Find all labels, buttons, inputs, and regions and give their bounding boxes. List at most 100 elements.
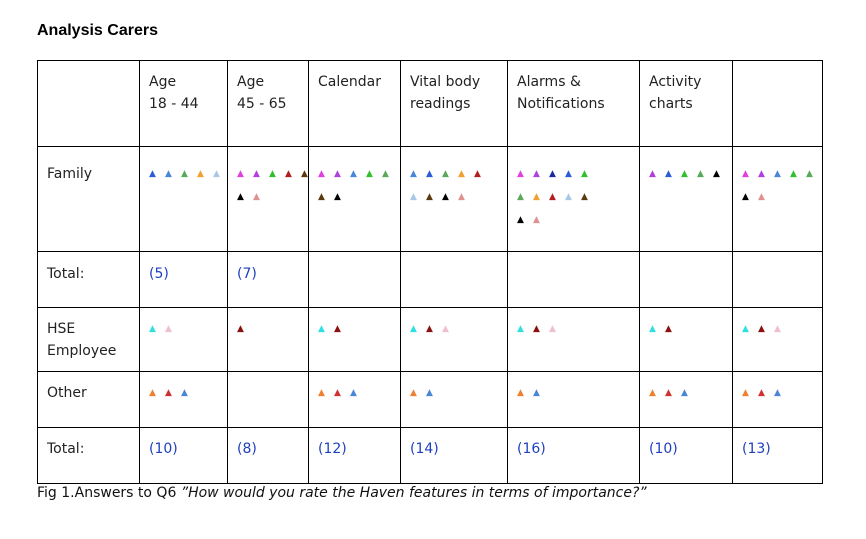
triangle-marker-icon: ▲ bbox=[665, 388, 672, 398]
response-cell: ▲ ▲ ▲ ▲ ▲ ▲ ▲ bbox=[732, 146, 823, 252]
count-cell: (14) bbox=[400, 427, 508, 484]
row-label: Total: bbox=[37, 427, 140, 484]
triangle-marker-icon: ▲ bbox=[253, 192, 260, 202]
triangle-marker-icon: ▲ bbox=[253, 169, 260, 179]
caption-question: ”How would you rate the Haven features i… bbox=[180, 485, 647, 501]
response-cell: ▲ ▲ ▲ bbox=[507, 307, 640, 372]
triangle-marker-icon: ▲ bbox=[665, 324, 672, 334]
triangle-marker-icon: ▲ bbox=[758, 324, 765, 334]
triangle-marker-icon: ▲ bbox=[681, 388, 688, 398]
triangle-marker-icon: ▲ bbox=[565, 192, 572, 202]
triangle-group: ▲ ▲ ▲ ▲ ▲ ▲ ▲ bbox=[318, 163, 400, 208]
response-cell: ▲ ▲ ▲ ▲ ▲ ▲ ▲ ▲ ▲ bbox=[400, 146, 508, 252]
triangle-marker-icon: ▲ bbox=[533, 215, 540, 225]
triangle-marker-icon: ▲ bbox=[517, 388, 524, 398]
triangle-marker-icon: ▲ bbox=[181, 169, 188, 179]
response-cell: ▲ ▲ bbox=[507, 371, 640, 428]
triangle-marker-icon: ▲ bbox=[410, 324, 417, 334]
count-cell bbox=[507, 251, 640, 308]
table-row: Total: (10) (8) (12) (14) (16) (10) (13) bbox=[37, 427, 823, 484]
triangle-marker-icon: ▲ bbox=[533, 169, 540, 179]
triangle-marker-icon: ▲ bbox=[758, 388, 765, 398]
triangle-marker-icon: ▲ bbox=[350, 169, 357, 179]
triangle-marker-icon: ▲ bbox=[410, 388, 417, 398]
triangle-marker-icon: ▲ bbox=[774, 324, 781, 334]
triangle-marker-icon: ▲ bbox=[350, 388, 357, 398]
triangle-marker-icon: ▲ bbox=[334, 324, 341, 334]
triangle-marker-icon: ▲ bbox=[442, 169, 449, 179]
triangle-group: ▲ ▲ ▲ bbox=[149, 382, 231, 404]
triangle-marker-icon: ▲ bbox=[442, 192, 449, 202]
triangle-marker-icon: ▲ bbox=[806, 169, 813, 179]
count-value: (7) bbox=[237, 266, 257, 282]
triangle-marker-icon: ▲ bbox=[237, 324, 244, 334]
triangle-marker-icon: ▲ bbox=[426, 169, 433, 179]
triangle-group: ▲ ▲ ▲ bbox=[742, 318, 824, 340]
triangle-marker-icon: ▲ bbox=[665, 169, 672, 179]
triangle-group: ▲ ▲ bbox=[149, 318, 231, 340]
triangle-marker-icon: ▲ bbox=[549, 324, 556, 334]
triangle-marker-icon: ▲ bbox=[742, 388, 749, 398]
caption-prefix: Fig 1.Answers to Q6 bbox=[37, 485, 181, 501]
triangle-marker-icon: ▲ bbox=[517, 192, 524, 202]
triangle-group: ▲ ▲ ▲ ▲ ▲ bbox=[649, 163, 731, 185]
column-header-1: Age 45 - 65 bbox=[227, 60, 309, 147]
triangle-marker-icon: ▲ bbox=[549, 192, 556, 202]
response-cell: ▲ ▲ bbox=[400, 371, 508, 428]
row-label: HSE Employee bbox=[37, 307, 140, 372]
triangle-marker-icon: ▲ bbox=[774, 169, 781, 179]
triangle-marker-icon: ▲ bbox=[334, 169, 341, 179]
triangle-marker-icon: ▲ bbox=[426, 388, 433, 398]
figure-caption: Fig 1.Answers to Q6 ”How would you rate … bbox=[37, 485, 647, 501]
count-cell bbox=[639, 251, 733, 308]
triangle-marker-icon: ▲ bbox=[790, 169, 797, 179]
triangle-marker-icon: ▲ bbox=[713, 169, 720, 179]
triangle-marker-icon: ▲ bbox=[410, 192, 417, 202]
triangle-marker-icon: ▲ bbox=[517, 169, 524, 179]
column-header-6 bbox=[732, 60, 823, 147]
triangle-marker-icon: ▲ bbox=[269, 169, 276, 179]
table-row: Family ▲ ▲ ▲ ▲ ▲ ▲ ▲ ▲ ▲ ▲ ▲ ▲ ▲ ▲ ▲ ▲ ▲ ▲ ▲ ▲ ▲ ▲ ▲ ▲ ▲ ▲ ▲ ▲ ▲ ▲ ▲ ▲ ▲ ▲… bbox=[37, 146, 823, 252]
triangle-group: ▲ bbox=[237, 318, 319, 340]
response-cell: ▲ ▲ ▲ bbox=[732, 307, 824, 372]
column-header-5: Activity charts bbox=[639, 60, 733, 147]
triangle-marker-icon: ▲ bbox=[649, 169, 656, 179]
triangle-marker-icon: ▲ bbox=[165, 169, 172, 179]
count-cell bbox=[400, 251, 508, 308]
triangle-marker-icon: ▲ bbox=[165, 324, 172, 334]
triangle-marker-icon: ▲ bbox=[382, 169, 389, 179]
triangle-marker-icon: ▲ bbox=[301, 169, 308, 179]
response-cell: ▲ ▲ bbox=[639, 307, 733, 372]
triangle-marker-icon: ▲ bbox=[285, 169, 292, 179]
count-value: (8) bbox=[237, 441, 257, 457]
header-row: Age 18 - 44 Age 45 - 65 Calendar Vital body re… bbox=[37, 60, 823, 147]
triangle-marker-icon: ▲ bbox=[533, 324, 540, 334]
triangle-marker-icon: ▲ bbox=[197, 169, 204, 179]
triangle-marker-icon: ▲ bbox=[458, 192, 465, 202]
column-header-2: Calendar bbox=[308, 60, 401, 147]
triangle-marker-icon: ▲ bbox=[517, 215, 524, 225]
triangle-marker-icon: ▲ bbox=[165, 388, 172, 398]
row-label: Total: bbox=[37, 251, 140, 308]
count-value: (12) bbox=[318, 441, 347, 457]
triangle-marker-icon: ▲ bbox=[742, 192, 749, 202]
count-cell: (10) bbox=[139, 427, 228, 484]
table-row: Other ▲ ▲ ▲ ▲ ▲ ▲ ▲ ▲ ▲ ▲ ▲ ▲ ▲ ▲ ▲ ▲ bbox=[37, 371, 823, 428]
analysis-table: Age 18 - 44 Age 45 - 65 Calendar Vital body re… bbox=[37, 60, 823, 484]
column-header-0: Age 18 - 44 bbox=[139, 60, 228, 147]
triangle-marker-icon: ▲ bbox=[533, 192, 540, 202]
triangle-marker-icon: ▲ bbox=[442, 324, 449, 334]
response-cell: ▲ ▲ ▲ ▲ ▲ ▲ ▲ ▲ ▲ ▲ ▲ ▲ bbox=[507, 146, 640, 252]
triangle-marker-icon: ▲ bbox=[649, 324, 656, 334]
triangle-marker-icon: ▲ bbox=[758, 169, 765, 179]
triangle-marker-icon: ▲ bbox=[517, 324, 524, 334]
triangle-marker-icon: ▲ bbox=[581, 169, 588, 179]
response-cell bbox=[227, 371, 309, 428]
triangle-marker-icon: ▲ bbox=[758, 192, 765, 202]
triangle-marker-icon: ▲ bbox=[318, 388, 325, 398]
count-value: (10) bbox=[149, 441, 178, 457]
row-label: Other bbox=[37, 371, 140, 428]
triangle-group: ▲ ▲ ▲ bbox=[517, 318, 599, 340]
count-cell: (16) bbox=[507, 427, 640, 484]
triangle-marker-icon: ▲ bbox=[237, 192, 244, 202]
